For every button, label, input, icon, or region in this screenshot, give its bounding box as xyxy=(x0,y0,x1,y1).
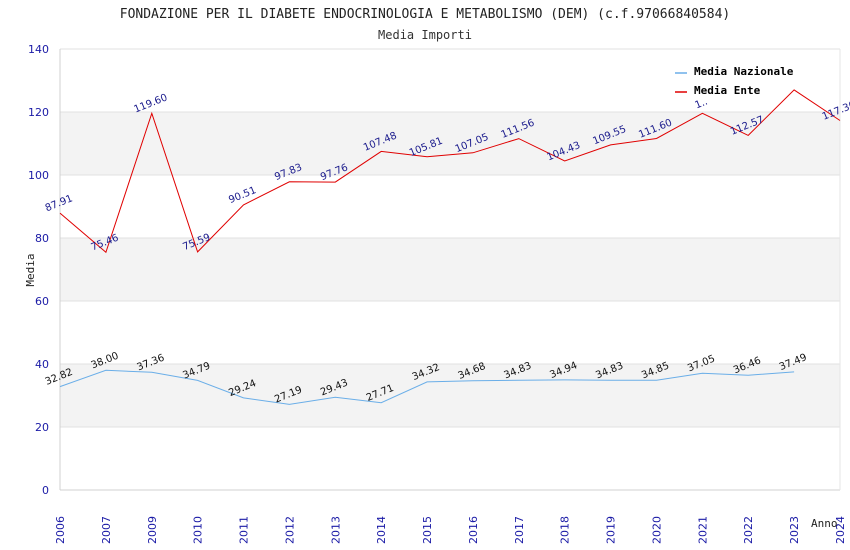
series-line-media-ente xyxy=(59,89,841,254)
x-tick-label: 2010 xyxy=(192,516,205,544)
series-line-media-nazionale xyxy=(59,369,795,405)
x-tick-label: 2020 xyxy=(650,516,663,544)
y-tick-label: 40 xyxy=(35,358,49,371)
x-tick-label: 2016 xyxy=(467,516,480,544)
y-tick-label: 120 xyxy=(28,106,49,119)
plot-bands xyxy=(60,112,840,427)
y-tick-label: 100 xyxy=(28,169,49,182)
x-tick-label: 2011 xyxy=(238,516,251,544)
axes xyxy=(59,49,841,491)
y-tick-label: 0 xyxy=(42,484,49,497)
x-tick-label: 2007 xyxy=(100,516,113,544)
grid-lines xyxy=(60,48,840,491)
y-tick-label: 20 xyxy=(35,421,49,434)
x-tick-label: 2012 xyxy=(283,516,296,544)
x-tick-label: 2022 xyxy=(742,516,755,544)
x-tick-label: 2015 xyxy=(421,516,434,544)
legend-label-media-ente: Media Ente xyxy=(694,84,761,97)
data-label: 90.51 xyxy=(227,185,258,206)
x-axis-label: Anno xyxy=(811,517,838,530)
x-tick-label: 2023 xyxy=(788,516,801,544)
plot-band xyxy=(60,238,840,301)
x-tick-label: 2017 xyxy=(513,516,526,544)
y-tick-labels: 0 20 40 60 80 100 120 140 xyxy=(28,43,49,497)
y-tick-label: 60 xyxy=(35,295,49,308)
x-tick-label: 2019 xyxy=(605,516,618,544)
legend: Media Nazionale Media Ente xyxy=(675,65,794,97)
x-tick-label: 2024 xyxy=(834,516,847,544)
data-label: 1.. xyxy=(693,96,709,111)
y-axis-label: Media xyxy=(24,253,37,286)
legend-label-media-nazionale: Media Nazionale xyxy=(694,65,794,78)
x-tick-label: 2013 xyxy=(329,516,342,544)
x-tick-label: 2021 xyxy=(696,516,709,544)
x-tick-labels: 2006 2007 2009 2010 2011 2012 2013 2014 2015 2016… xyxy=(54,516,847,544)
x-tick-label: 2006 xyxy=(54,516,67,544)
data-label: 87.91 xyxy=(44,193,75,214)
x-tick-label: 2014 xyxy=(375,516,388,544)
plot-band xyxy=(60,112,840,175)
series-lines xyxy=(59,89,841,405)
y-tick-label: 140 xyxy=(28,43,49,56)
y-tick-label: 80 xyxy=(35,232,49,245)
plot-band xyxy=(60,364,840,427)
x-tick-label: 2018 xyxy=(559,516,572,544)
chart-subtitle: Media Importi xyxy=(378,28,472,42)
x-tick-label: 2009 xyxy=(146,516,159,544)
chart-title: FONDAZIONE PER IL DIABETE ENDOCRINOLOGIA… xyxy=(120,7,730,22)
